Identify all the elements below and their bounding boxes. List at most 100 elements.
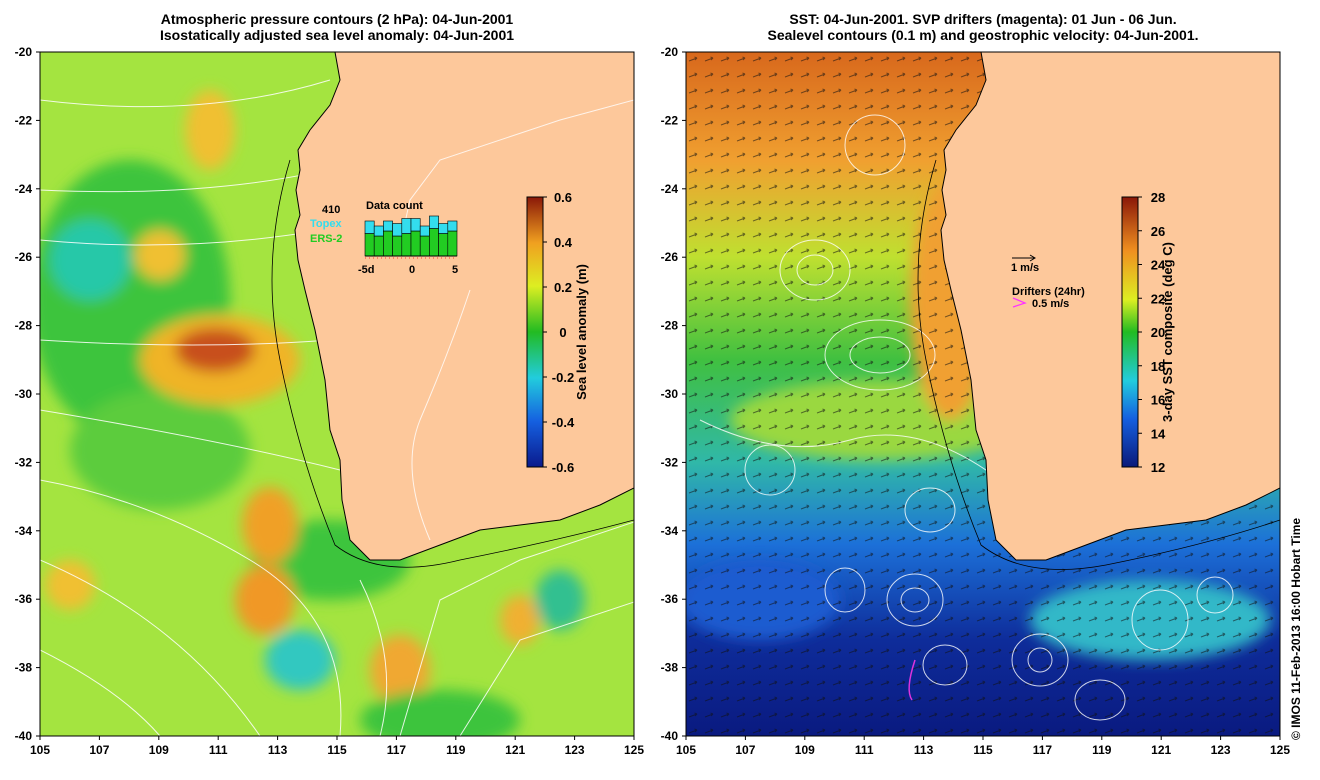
- right-colorbar-tick-label: 22: [1151, 291, 1165, 306]
- right-colorbar-gradient: [1121, 196, 1139, 468]
- right-lon-label: 115: [973, 743, 993, 757]
- ers2-count-bar: [419, 235, 430, 257]
- right-colorbar-tick-label: 28: [1151, 190, 1165, 205]
- right-lon-label: 125: [1270, 743, 1290, 757]
- right-lat-label: -24: [661, 182, 679, 196]
- left-colorbar-tick-label: 0.6: [554, 190, 572, 205]
- right-lat-label: -40: [661, 729, 679, 743]
- left-colorbar-tick-label: -0.4: [552, 415, 575, 430]
- left-lat-label: -40: [15, 729, 33, 743]
- topex-count-bar: [447, 220, 458, 232]
- left-lon-label: 105: [30, 743, 50, 757]
- right-colorbar-tick-label: 14: [1151, 426, 1166, 441]
- data-count-inset: 410 Topex ERS-2 Data count -5d 0 5: [310, 200, 458, 276]
- left-lat-label: -20: [15, 45, 33, 59]
- data-count-xlabel-mid: 0: [409, 264, 415, 276]
- left-lon-label: 117: [387, 743, 407, 757]
- topex-count-bar: [392, 223, 403, 237]
- ers2-count-bar: [392, 235, 403, 257]
- left-colorbar-tick-label: 0.2: [554, 280, 572, 295]
- svp-drifter-track: [908, 659, 916, 701]
- right-lat-label: -36: [661, 592, 679, 606]
- right-lon-label: 109: [795, 743, 815, 757]
- left-title: Atmospheric pressure contours (2 hPa): 0…: [40, 11, 634, 43]
- right-title-line1: SST: 04-Jun-2001. SVP drifters (magenta)…: [789, 11, 1177, 27]
- left-title-line2: Isostatically adjusted sea level anomaly…: [159, 27, 515, 43]
- left-colorbar-label: Sea level anomaly (m): [574, 264, 589, 400]
- left-australia-landmass: [271, 52, 634, 568]
- velocity-arrowhead-icon: [1029, 254, 1036, 262]
- left-lon-label: 109: [149, 743, 169, 757]
- right-colorbar-tick-label: 18: [1151, 359, 1165, 374]
- right-colorbar-tick-label: 20: [1151, 325, 1165, 340]
- left-lon-label: 107: [89, 743, 109, 757]
- topex-count-bar: [401, 218, 412, 234]
- right-lat-label: -30: [661, 387, 679, 401]
- right-lon-label: 111: [855, 743, 874, 757]
- ers2-count-bar: [438, 233, 449, 257]
- right-colorbar: 28 26 24 22 20 18 16 14 12 3-day SST composite (…: [1121, 190, 1175, 475]
- topex-count-bar: [373, 225, 384, 237]
- sealevel-contours: [699, 114, 1234, 721]
- right-lon-label: 107: [735, 743, 755, 757]
- ers2-count-bar: [447, 230, 458, 257]
- left-colorbar-tick-label: -0.6: [552, 460, 574, 475]
- right-lon-label: 105: [676, 743, 696, 757]
- right-lon-label: 117: [1033, 743, 1053, 757]
- right-colorbar-tick-label: 24: [1151, 258, 1166, 273]
- ers2-count-bar: [410, 230, 421, 257]
- ers2-count-bar: [429, 228, 439, 257]
- topex-count-bar: [410, 218, 421, 232]
- left-lat-label: -36: [15, 592, 33, 606]
- right-colorbar-tick-label: 12: [1151, 460, 1165, 475]
- right-title: SST: 04-Jun-2001. SVP drifters (magenta)…: [686, 11, 1280, 43]
- right-colorbar-label: 3-day SST composite (deg C): [1160, 242, 1175, 422]
- right-title-line2: Sealevel contours (0.1 m) and geostrophi…: [767, 27, 1199, 43]
- topex-count-bar: [383, 220, 393, 232]
- data-count-title: Data count: [366, 200, 423, 212]
- topex-count-bar: [429, 215, 439, 229]
- right-axes: 105 107 109 111 113 115 117 119 121 123 125 -20 -22 -…: [661, 45, 1291, 757]
- left-colorbar: 0.6 0.4 0.2 0 -0.2 -0.4 -0.6 Sea level anomaly…: [526, 190, 589, 475]
- left-lon-label: 119: [446, 743, 466, 757]
- left-lon-label: 123: [565, 743, 585, 757]
- drifter-arrow-icon: [1012, 297, 1027, 308]
- left-lat-label: -34: [15, 524, 33, 538]
- left-colorbar-tick-label: 0: [559, 325, 566, 340]
- right-lat-label: -22: [661, 113, 679, 127]
- ers2-count-bar: [373, 235, 384, 257]
- drifters-legend-title: Drifters (24hr): [1012, 286, 1085, 298]
- right-lat-label: -34: [661, 524, 679, 538]
- topex-count-bar: [419, 225, 430, 237]
- data-count-total: 410: [322, 204, 340, 216]
- left-lat-label: -28: [15, 319, 33, 333]
- right-colorbar-ticks: 28 26 24 22 20 18 16 14 12: [1138, 190, 1166, 475]
- topex-label: Topex: [310, 218, 342, 230]
- left-lon-label: 121: [505, 743, 525, 757]
- ers2-count-bar: [383, 230, 393, 257]
- drifter-scale-label: 0.5 m/s: [1032, 298, 1069, 310]
- left-lon-label: 113: [268, 743, 288, 757]
- ers2-label: ERS-2: [310, 233, 342, 245]
- imos-credit: © IMOS 11-Feb-2013 16:00 Hobart Time: [1289, 517, 1303, 740]
- ers2-count-bar: [401, 233, 412, 257]
- data-count-bars: [364, 215, 458, 257]
- right-australia-landmass: [917, 52, 1280, 570]
- right-lon-label: 119: [1092, 743, 1112, 757]
- right-colorbar-tick-label: 26: [1151, 224, 1165, 239]
- right-lon-label: 121: [1151, 743, 1171, 757]
- right-lat-label: -26: [661, 250, 679, 264]
- right-lon-label: 123: [1211, 743, 1231, 757]
- left-lat-label: -32: [15, 455, 33, 469]
- sla-anomaly-field: [40, 90, 585, 736]
- left-lat-label: -24: [15, 182, 33, 196]
- right-lon-label: 113: [914, 743, 934, 757]
- left-colorbar-tick-label: 0.4: [554, 235, 573, 250]
- left-lat-label: -26: [15, 250, 33, 264]
- left-axes: 105 107 109 111 113 115 117 119 121 123 125 -20 -22 -…: [15, 45, 645, 757]
- velocity-legend: 1 m/s Drifters (24hr) 0.5 m/s: [1011, 254, 1085, 310]
- right-lat-label: -20: [661, 45, 679, 59]
- left-colorbar-tick-label: -0.2: [552, 370, 574, 385]
- right-lat-label: -28: [661, 319, 679, 333]
